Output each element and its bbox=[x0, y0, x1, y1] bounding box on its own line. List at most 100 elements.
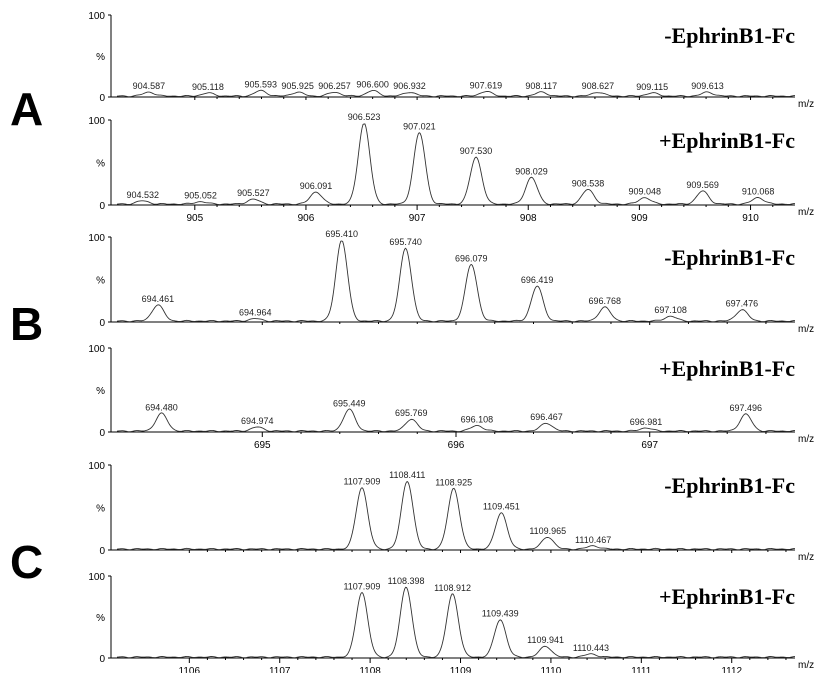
peak-label: 696.419 bbox=[521, 275, 554, 285]
x-unit-label: m/z bbox=[798, 552, 814, 563]
x-tick-label: 1106 bbox=[179, 666, 201, 673]
spectrum-trace bbox=[116, 481, 796, 551]
panel-letter: A bbox=[10, 83, 43, 135]
y-tick-label-0: 0 bbox=[99, 546, 105, 557]
x-tick-label: 1108 bbox=[359, 666, 381, 673]
peak-label: 697.108 bbox=[654, 305, 687, 315]
spectrum-trace bbox=[116, 89, 796, 98]
peak-label: 696.467 bbox=[530, 412, 563, 422]
y-tick-label-100: 100 bbox=[88, 11, 105, 22]
peak-label: 906.600 bbox=[356, 80, 389, 90]
peak-label: 908.029 bbox=[515, 166, 548, 176]
x-tick-label: 697 bbox=[641, 440, 658, 451]
peak-label: 697.476 bbox=[726, 299, 759, 309]
y-tick-label-100: 100 bbox=[88, 344, 105, 355]
y-axis-label: % bbox=[96, 276, 105, 287]
y-tick-label-100: 100 bbox=[88, 116, 105, 127]
peak-label: 906.257 bbox=[318, 81, 351, 91]
x-unit-label: m/z bbox=[798, 660, 814, 671]
peak-label: 697.496 bbox=[730, 403, 763, 413]
peak-label: 696.108 bbox=[461, 414, 494, 424]
x-tick-label: 910 bbox=[742, 213, 759, 224]
x-tick-label: 907 bbox=[409, 213, 426, 224]
peak-label: 905.118 bbox=[192, 82, 224, 92]
spectrum-trace bbox=[116, 123, 796, 206]
y-tick-label-0: 0 bbox=[99, 428, 105, 439]
x-tick-label: 695 bbox=[254, 440, 271, 451]
peak-label: 905.527 bbox=[237, 188, 270, 198]
y-tick-label-100: 100 bbox=[88, 233, 105, 244]
peak-label: 906.932 bbox=[393, 81, 426, 91]
peak-label: 907.619 bbox=[470, 80, 503, 90]
panel-letter: B bbox=[10, 298, 43, 350]
condition-label: -EphrinB1-Fc bbox=[664, 245, 795, 270]
x-tick-label: 1112 bbox=[721, 666, 742, 673]
y-axis-label: % bbox=[96, 52, 105, 63]
y-tick-label-0: 0 bbox=[99, 93, 105, 104]
peak-label: 696.981 bbox=[630, 417, 663, 427]
x-tick-label: 696 bbox=[448, 440, 465, 451]
peak-label: 695.449 bbox=[333, 398, 366, 408]
peak-label: 694.974 bbox=[241, 416, 274, 426]
y-axis-label: % bbox=[96, 504, 105, 515]
peak-label: 694.480 bbox=[145, 402, 178, 412]
peak-label: 908.538 bbox=[572, 178, 605, 188]
y-tick-label-0: 0 bbox=[99, 318, 105, 329]
y-axis-label: % bbox=[96, 386, 105, 397]
y-tick-label-0: 0 bbox=[99, 201, 105, 212]
peak-label: 905.593 bbox=[244, 80, 277, 90]
peak-label: 696.768 bbox=[588, 296, 621, 306]
panel-letter: C bbox=[10, 536, 43, 588]
y-tick-label-100: 100 bbox=[88, 461, 105, 472]
peak-label: 904.587 bbox=[133, 81, 166, 91]
peak-label: 1108.925 bbox=[435, 477, 472, 487]
x-tick-label: 1107 bbox=[269, 666, 291, 673]
x-unit-label: m/z bbox=[798, 99, 814, 110]
peak-label: 694.964 bbox=[239, 308, 272, 318]
peak-label: 695.410 bbox=[325, 229, 358, 239]
peak-label: 696.079 bbox=[455, 253, 488, 263]
peak-label: 909.569 bbox=[686, 180, 719, 190]
condition-label: -EphrinB1-Fc bbox=[664, 23, 795, 48]
peak-label: 907.530 bbox=[460, 146, 493, 156]
spectrum-trace bbox=[116, 408, 796, 433]
peak-label: 910.068 bbox=[742, 187, 775, 197]
peak-label: 909.115 bbox=[636, 82, 668, 92]
peak-label: 1109.965 bbox=[529, 526, 566, 536]
x-tick-label: 909 bbox=[631, 213, 648, 224]
x-tick-label: 1111 bbox=[631, 666, 651, 673]
spectrum-trace bbox=[116, 586, 796, 659]
peak-label: 907.021 bbox=[403, 122, 436, 132]
x-unit-label: m/z bbox=[798, 207, 814, 218]
x-unit-label: m/z bbox=[798, 324, 814, 335]
peak-label: 1107.909 bbox=[343, 581, 380, 591]
y-axis-label: % bbox=[96, 159, 105, 170]
peak-label: 1110.467 bbox=[575, 535, 611, 545]
peak-label: 904.532 bbox=[127, 190, 160, 200]
x-unit-label: m/z bbox=[798, 434, 814, 445]
peak-label: 694.461 bbox=[142, 294, 175, 304]
peak-label: 1109.941 bbox=[527, 635, 564, 645]
x-tick-label: 1110 bbox=[541, 666, 562, 673]
peak-label: 1108.411 bbox=[389, 470, 425, 480]
x-tick-label: 906 bbox=[298, 213, 315, 224]
spectrum-trace bbox=[116, 240, 796, 323]
y-tick-label-0: 0 bbox=[99, 654, 105, 665]
peak-label: 906.091 bbox=[300, 181, 333, 191]
peak-label: 908.627 bbox=[582, 81, 615, 91]
y-tick-label-100: 100 bbox=[88, 572, 105, 583]
condition-label: +EphrinB1-Fc bbox=[659, 128, 795, 153]
peak-label: 905.052 bbox=[184, 191, 217, 201]
peak-label: 909.613 bbox=[691, 81, 724, 91]
peak-label: 695.740 bbox=[389, 237, 422, 247]
peak-label: 1107.909 bbox=[343, 476, 380, 486]
peak-label: 908.117 bbox=[525, 81, 557, 91]
peak-label: 1108.912 bbox=[434, 583, 471, 593]
peak-label: 695.769 bbox=[395, 408, 428, 418]
peak-label: 1109.439 bbox=[482, 609, 519, 619]
peak-label: 906.523 bbox=[348, 112, 381, 122]
x-tick-label: 1109 bbox=[450, 666, 472, 673]
condition-label: +EphrinB1-Fc bbox=[659, 356, 795, 381]
peak-label: 909.048 bbox=[628, 187, 661, 197]
